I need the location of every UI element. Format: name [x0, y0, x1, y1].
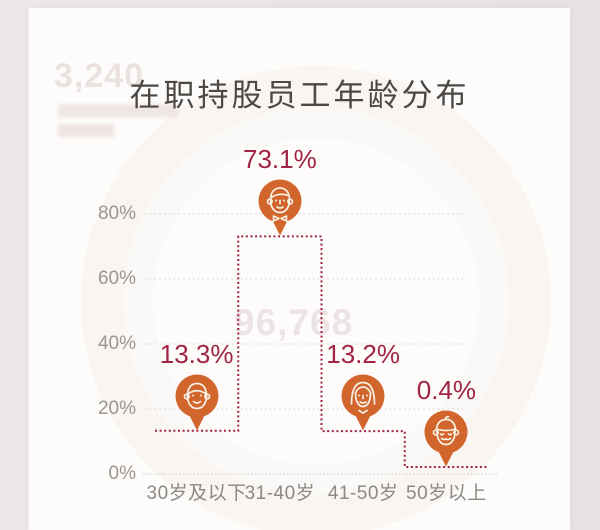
senior-face-icon — [423, 410, 469, 468]
chart-title: 在职持股员工年龄分布 — [129, 78, 470, 113]
value-label: 13.3% — [159, 338, 234, 369]
y-axis-tick-label: 20% — [97, 398, 136, 419]
y-axis-tick-label: 80% — [97, 203, 136, 224]
man-bowtie-face-icon — [257, 179, 303, 237]
y-axis-tick-label: 40% — [97, 333, 136, 354]
watermark-blurred-text-line — [58, 124, 114, 137]
young-adult-face-icon — [174, 374, 220, 432]
watermark-blurred-text-line — [58, 104, 178, 117]
y-axis-tick-label: 60% — [97, 268, 136, 289]
y-axis-tick-label: 0% — [108, 463, 136, 484]
value-label: 0.4% — [416, 375, 476, 405]
woman-face-icon — [340, 374, 386, 432]
x-axis-category-label: 41-50岁 — [327, 483, 399, 504]
value-label: 13.2% — [326, 339, 400, 370]
x-axis-category-label: 31-40岁 — [244, 483, 316, 504]
value-label: 73.1% — [243, 144, 317, 175]
x-axis-category-label: 50岁以上 — [406, 483, 487, 504]
x-axis-category-label: 30岁及以下 — [146, 483, 247, 504]
watermark-number-top-left: 3,240 — [54, 57, 145, 95]
